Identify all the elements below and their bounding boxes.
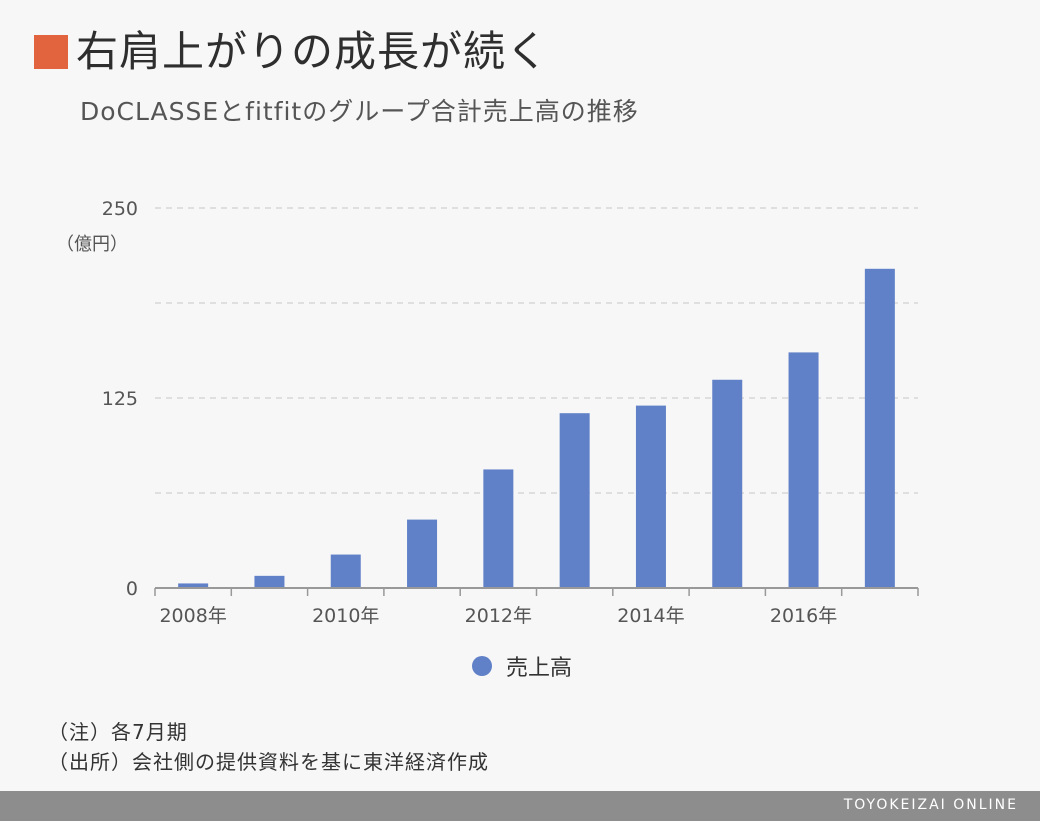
title-text: 右肩上がりの成長が続く <box>76 27 550 76</box>
bar-2017 <box>864 268 895 588</box>
y-tick-label: 125 <box>102 388 138 410</box>
y-tick-label: 250 <box>102 198 138 220</box>
x-tick-label: 2008年 <box>159 605 226 627</box>
note-fiscal-period: （注）各7月期 <box>48 720 188 744</box>
bar-2015 <box>712 379 743 588</box>
bar-2016 <box>788 352 819 588</box>
legend-marker <box>472 656 492 676</box>
title-square-icon <box>34 35 68 69</box>
x-tick-label: 2012年 <box>465 605 532 627</box>
legend: 売上高 <box>472 650 572 682</box>
x-tick-label: 2014年 <box>617 605 684 627</box>
chart-subtitle: DoCLASSEとfitfitのグループ合計売上高の推移 <box>80 97 639 126</box>
bar-2009 <box>254 575 285 588</box>
footer-brand: TOYOKEIZAI ONLINE <box>843 797 1018 813</box>
note-source: （出所）会社側の提供資料を基に東洋経済作成 <box>48 750 489 774</box>
bar-2011 <box>407 519 438 588</box>
chart-title: 右肩上がりの成長が続く <box>34 22 549 82</box>
bar-chart: 250 125 0 （億円） 2008年 2010年 2012年 2014年 2016年 <box>56 198 919 627</box>
bar-2013 <box>559 413 590 588</box>
bar-2008 <box>178 583 209 588</box>
x-tick-label: 2010年 <box>312 605 379 627</box>
bar-2010 <box>330 554 361 588</box>
y-tick-label: 0 <box>126 578 138 600</box>
bar-2012 <box>483 469 514 588</box>
y-axis-label: （億円） <box>56 234 128 255</box>
legend-label: 売上高 <box>506 656 573 681</box>
footer-bar: TOYOKEIZAI ONLINE <box>0 791 1040 821</box>
bar-2014 <box>635 405 666 588</box>
x-tick-label: 2016年 <box>770 605 837 627</box>
